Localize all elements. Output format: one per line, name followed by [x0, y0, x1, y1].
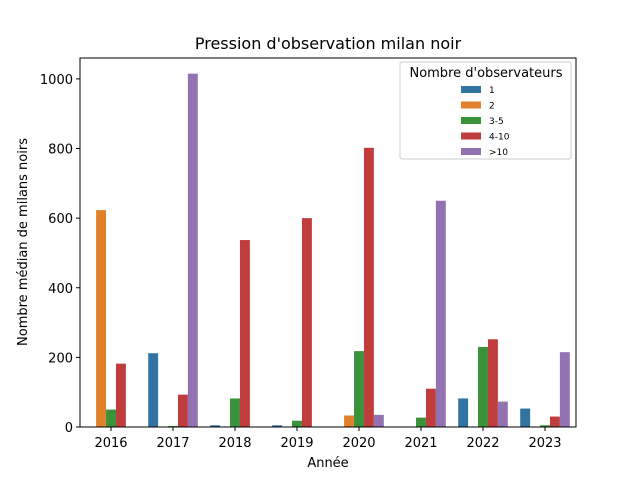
legend-entry-label: 3-5 [489, 117, 504, 127]
bar [373, 414, 384, 427]
bar [96, 210, 107, 427]
bar [239, 240, 250, 427]
bar [435, 200, 446, 427]
bar [497, 401, 508, 427]
bar [106, 409, 116, 427]
plot-frame [79, 57, 577, 428]
x-tick-label: 2016 [94, 436, 127, 451]
x-tick-label: 2018 [218, 436, 251, 451]
bar [187, 73, 198, 428]
x-tick-label: 2019 [280, 436, 313, 451]
x-axis: 2016 2017 2018 2019 2020 2021 2022 2023 [94, 427, 562, 451]
bar [301, 218, 312, 427]
y-tick-label: 800 [48, 143, 73, 158]
x-tick-label: 2022 [466, 436, 499, 451]
x-tick-label: 2021 [404, 436, 437, 451]
legend-title: Nombre d'observateurs [409, 66, 562, 81]
y-tick-label: 200 [48, 351, 73, 366]
x-tick-label: 2023 [528, 436, 561, 451]
y-tick-label: 0 [65, 421, 73, 436]
y-axis-label: Nombre médian de milans noirs [16, 138, 31, 346]
bar [344, 415, 355, 427]
bar [272, 425, 283, 427]
x-axis-label: Année [307, 456, 348, 471]
bar [549, 416, 560, 427]
y-axis: 0 200 400 600 800 1000 [40, 73, 80, 436]
legend-entry-label: >10 [489, 148, 508, 158]
bar [487, 339, 498, 427]
legend-frame [399, 61, 572, 160]
bar [292, 420, 302, 427]
bar [425, 388, 436, 427]
legend-entry-label: 2 [489, 102, 495, 112]
bar [478, 346, 488, 427]
legend-items: 1 2 3-5 4-10 >10 [461, 86, 510, 158]
bar [520, 408, 531, 427]
x-tick-label: 2017 [156, 436, 189, 451]
legend-swatch [461, 86, 481, 93]
y-tick-label: 400 [48, 282, 73, 297]
bar [230, 398, 240, 427]
bars-group [96, 73, 570, 428]
bar [363, 147, 374, 427]
bar [540, 425, 550, 427]
legend-swatch [461, 132, 481, 140]
x-tick-label: 2020 [342, 436, 375, 451]
y-tick-label: 1000 [40, 73, 73, 88]
chart-title: Pression d'observation milan noir [195, 34, 462, 53]
bar [416, 417, 426, 427]
y-tick-label: 600 [48, 212, 73, 227]
legend-swatch [461, 117, 481, 124]
bar [354, 351, 364, 427]
legend-swatch [461, 101, 481, 109]
legend-entry-label: 1 [489, 86, 495, 96]
bar [559, 352, 570, 427]
legend: Nombre d'observateurs 1 2 3-5 4-10 >10 [399, 61, 572, 160]
bar [148, 353, 159, 427]
bar [458, 398, 469, 427]
legend-swatch [461, 148, 481, 155]
bar [115, 363, 126, 427]
legend-entry-label: 4-10 [489, 133, 510, 143]
bar [177, 394, 188, 427]
bar [210, 425, 221, 427]
bar [168, 425, 178, 427]
